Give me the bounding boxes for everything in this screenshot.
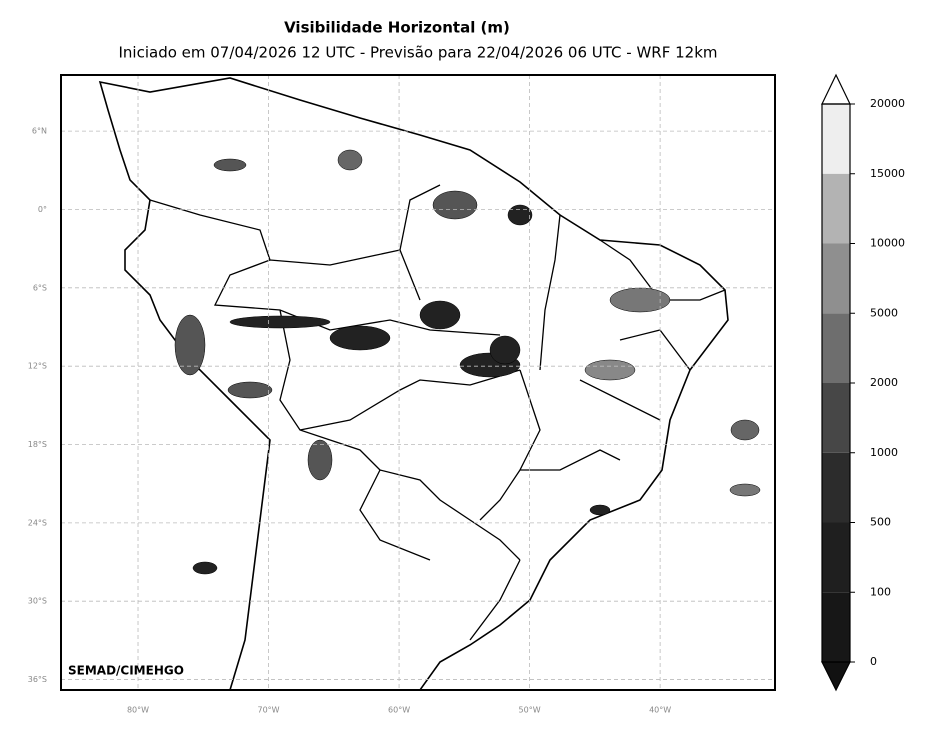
colorbar-segment: [822, 452, 850, 523]
map-frame: [60, 74, 776, 691]
colorbar-segment: [822, 313, 850, 383]
y-tick-label: 6°N: [32, 127, 47, 136]
grid-layer: 6°N 0° 6°S 12°S 18°S 24°S 30°S 36°S 80°W 70°W 60°W…: [28, 75, 775, 715]
y-tick-label: 0°: [38, 205, 47, 214]
colorbar-tick-label: 500: [870, 516, 891, 529]
colorbar-tick-label: 2000: [870, 376, 898, 389]
x-tick-label: 80°W: [127, 706, 149, 715]
x-tick-label: 40°W: [649, 706, 671, 715]
map-layer: [98, 77, 761, 691]
y-tick-label: 36°S: [28, 675, 47, 684]
colorbar-under: [821, 661, 851, 692]
y-tick-label: 18°S: [28, 440, 47, 449]
y-tick-label: 6°S: [33, 283, 47, 292]
colorbar-tick-label: 1000: [870, 446, 898, 459]
title: Visibilidade Horizontal (m): [284, 19, 510, 37]
colorbar-segment: [822, 522, 850, 593]
coastline: [98, 77, 729, 691]
colorbar-tick-label: 100: [870, 585, 891, 598]
colorbar-over: [821, 73, 851, 105]
colorbar-segment: [822, 104, 850, 174]
colorbar-tick-label: 10000: [870, 237, 905, 250]
colorbar-segment: [822, 592, 850, 662]
visibility-contours: [174, 149, 761, 575]
x-tick-label: 70°W: [257, 706, 279, 715]
colorbar: 0 100 500 1000 2000 5000 10000 15000 20000: [821, 73, 905, 692]
colorbar-tick-label: 15000: [870, 167, 905, 180]
colorbar-segment: [822, 173, 850, 244]
y-tick-label: 12°S: [28, 362, 47, 371]
colorbar-tick-label: 0: [870, 655, 877, 668]
colorbar-segment: [822, 243, 850, 314]
colorbar-tick-label: 20000: [870, 97, 905, 110]
x-tick-label: 60°W: [388, 706, 410, 715]
credit: SEMAD/CIMEHGO: [68, 664, 184, 678]
y-tick-label: 24°S: [28, 518, 47, 527]
colorbar-tick-label: 5000: [870, 306, 898, 319]
colorbar-segment: [822, 383, 850, 453]
y-tick-label: 30°S: [28, 597, 47, 606]
subtitle: Iniciado em 07/04/2026 12 UTC - Previsão…: [118, 44, 717, 62]
x-tick-label: 50°W: [519, 706, 541, 715]
